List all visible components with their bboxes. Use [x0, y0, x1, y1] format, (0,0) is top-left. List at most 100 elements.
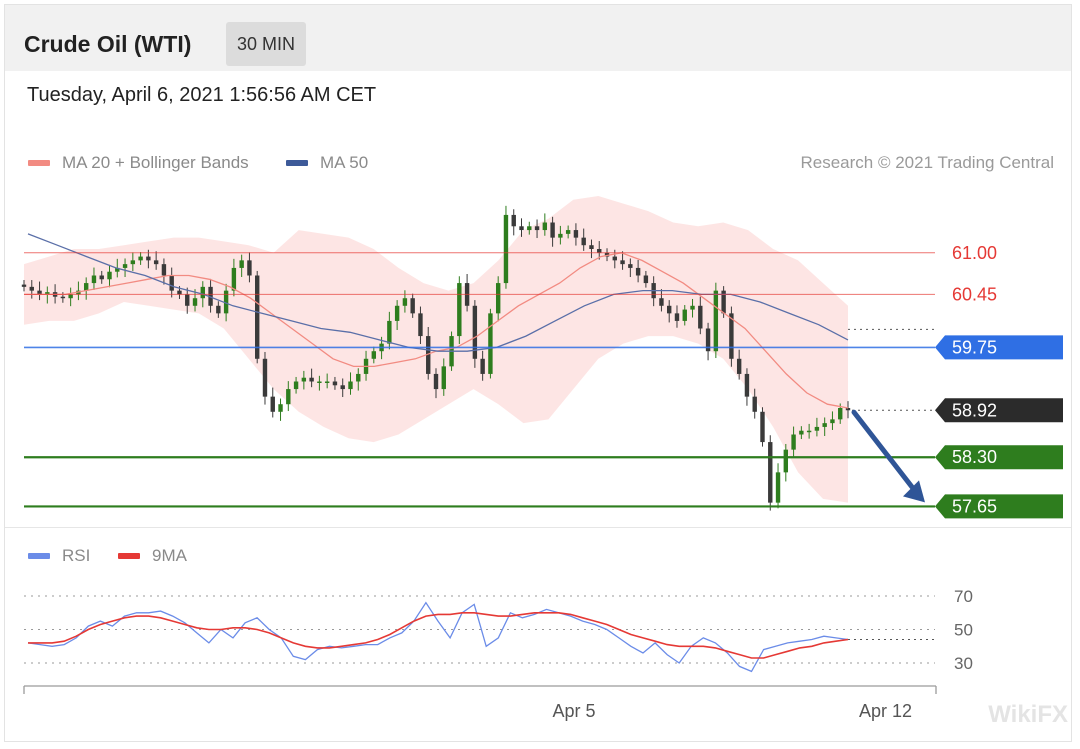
bollinger-bands — [24, 196, 848, 503]
candle-body — [37, 290, 42, 295]
candle — [239, 254, 244, 278]
candle-body — [301, 377, 307, 382]
candle-body — [410, 298, 415, 314]
candle — [511, 209, 516, 236]
current-price-tag — [935, 398, 1063, 423]
candle-body — [589, 245, 594, 249]
candle — [293, 376, 299, 394]
candle — [286, 381, 291, 412]
candle — [674, 305, 680, 328]
timestamp: Tuesday, April 6, 2021 1:56:56 AM CET — [27, 84, 377, 106]
candle-body — [830, 419, 835, 424]
candle — [457, 276, 462, 345]
candle — [550, 216, 555, 247]
candle-body — [356, 373, 361, 382]
candle — [814, 417, 820, 437]
candle — [799, 426, 804, 440]
candle — [371, 346, 377, 364]
candle — [667, 300, 672, 323]
forecast-arrow-shaft — [851, 409, 920, 496]
candle-body — [138, 256, 143, 261]
candle-body — [262, 358, 268, 397]
candle-body — [698, 305, 703, 329]
candle — [806, 423, 812, 439]
candle-body — [628, 264, 633, 268]
legend-label-rsi: RSI — [62, 546, 91, 565]
candle — [472, 300, 478, 368]
legend-swatch — [28, 160, 50, 166]
candle — [581, 228, 586, 251]
candle-body — [682, 309, 687, 321]
candle-body — [161, 264, 167, 276]
candle-body — [558, 233, 563, 238]
watermark: WikiFX — [988, 701, 1068, 728]
candle-body — [845, 408, 851, 411]
candle-body — [317, 381, 322, 383]
candle — [153, 251, 159, 270]
candle-body — [667, 305, 672, 314]
candle-body — [255, 275, 260, 359]
candle-body — [713, 290, 719, 352]
candle — [91, 267, 97, 290]
instrument-title: Crude Oil (WTI) — [24, 31, 192, 57]
candle-body — [153, 260, 159, 265]
panel-divider — [5, 527, 1071, 528]
candle — [410, 293, 415, 318]
candle-body — [99, 275, 104, 280]
candle — [68, 287, 73, 307]
candle — [527, 221, 532, 235]
candle — [822, 417, 827, 437]
candle-body — [736, 358, 742, 374]
candle — [752, 388, 757, 419]
candle — [340, 378, 345, 398]
candle-body — [185, 294, 190, 306]
candle — [21, 280, 27, 292]
candle — [394, 300, 400, 331]
time-axis: Apr 5 Apr 12 WikiFX — [23, 685, 1068, 728]
candle — [216, 301, 221, 318]
candle — [775, 463, 781, 509]
candle-body — [239, 260, 244, 268]
support-1-tag — [935, 445, 1063, 470]
timeframe-button[interactable]: 30 MIN — [226, 22, 307, 66]
rsi-ma-line — [28, 611, 849, 659]
candle-body — [122, 264, 128, 268]
candle — [348, 372, 353, 395]
candle-body — [146, 256, 151, 261]
candle — [542, 213, 548, 236]
pivot-tag — [935, 335, 1063, 360]
candle-body — [799, 430, 804, 435]
candle-body — [838, 408, 843, 420]
candle-body — [387, 320, 392, 344]
candle — [659, 289, 664, 312]
candle-body — [340, 385, 345, 390]
legend-swatch — [28, 553, 50, 559]
candle — [161, 258, 167, 285]
pivot-label: 59.75 — [952, 337, 997, 357]
candle-body — [247, 260, 252, 276]
candle — [99, 270, 104, 284]
candle-body — [60, 296, 66, 299]
candle-body — [200, 286, 205, 299]
candle — [565, 225, 571, 239]
candle — [682, 305, 687, 326]
candle-body — [768, 442, 773, 503]
legend-label-ma20: MA 20 + Bollinger Bands — [62, 153, 249, 172]
candle-body — [231, 267, 237, 291]
candle-body — [806, 430, 812, 433]
candle — [480, 350, 485, 381]
legend-item-ma20: MA 20 + Bollinger Bands — [28, 153, 249, 173]
candle — [589, 239, 594, 259]
candle-body — [433, 373, 439, 390]
candle-body — [394, 305, 400, 321]
candle-body — [550, 222, 555, 238]
candle-body — [620, 260, 625, 265]
candle-body — [791, 434, 796, 450]
candle-body — [457, 283, 462, 337]
candle — [729, 306, 734, 367]
candle-body — [480, 358, 485, 374]
candle — [744, 368, 750, 406]
candle-body — [822, 423, 827, 427]
candle-body — [495, 283, 501, 314]
